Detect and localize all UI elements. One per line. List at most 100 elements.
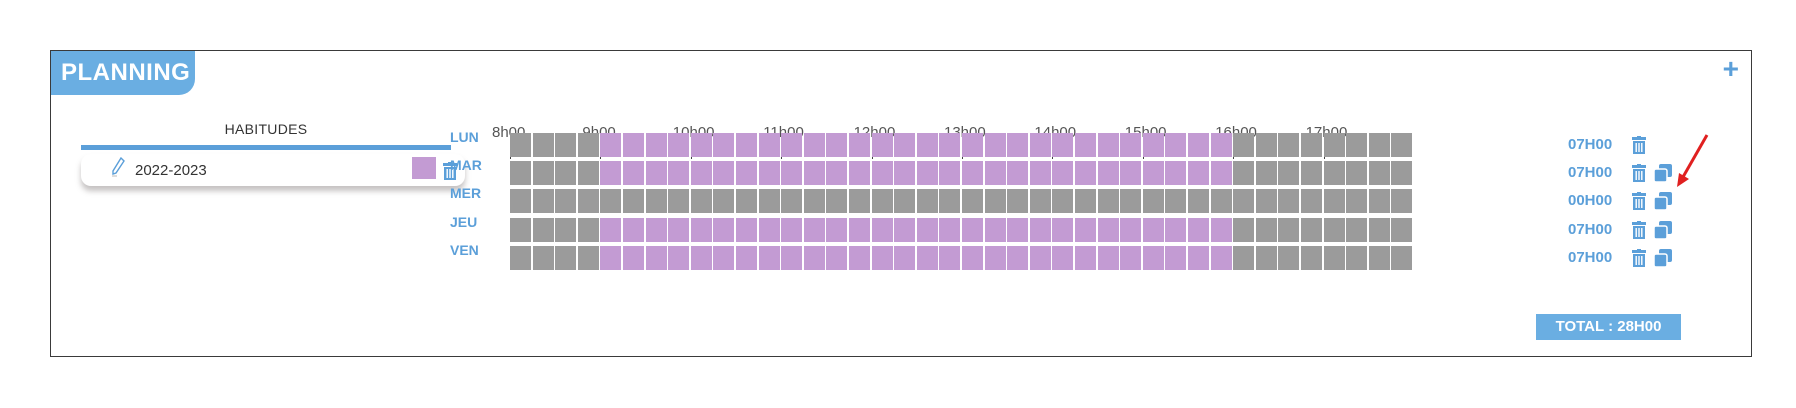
time-slot[interactable]: [1097, 133, 1119, 157]
time-slot[interactable]: [894, 246, 916, 270]
time-slot[interactable]: [1052, 218, 1074, 242]
time-slot[interactable]: [1029, 161, 1051, 185]
time-slot[interactable]: [1029, 246, 1051, 270]
time-slot[interactable]: [939, 246, 961, 270]
time-slot[interactable]: [871, 189, 893, 213]
time-slot[interactable]: [1052, 133, 1074, 157]
time-slot[interactable]: [1210, 189, 1232, 213]
time-slot[interactable]: [1120, 218, 1142, 242]
time-slot[interactable]: [555, 189, 577, 213]
time-slot[interactable]: [1142, 246, 1164, 270]
time-slot[interactable]: [803, 189, 825, 213]
trash-icon[interactable]: [1632, 221, 1646, 244]
time-slot[interactable]: [736, 218, 758, 242]
time-slot[interactable]: [1346, 218, 1368, 242]
time-slot[interactable]: [1120, 133, 1142, 157]
time-slot[interactable]: [962, 133, 984, 157]
time-slot[interactable]: [1029, 218, 1051, 242]
time-slot[interactable]: [1255, 189, 1277, 213]
time-slot[interactable]: [1233, 161, 1255, 185]
time-slot[interactable]: [736, 189, 758, 213]
time-slot[interactable]: [1323, 161, 1345, 185]
time-slot[interactable]: [826, 161, 848, 185]
trash-icon[interactable]: [1632, 164, 1646, 187]
time-slot[interactable]: [736, 246, 758, 270]
trash-icon[interactable]: [443, 162, 457, 180]
time-slot[interactable]: [849, 133, 871, 157]
time-slot[interactable]: [1391, 218, 1413, 242]
time-slot[interactable]: [645, 133, 667, 157]
time-slot[interactable]: [532, 218, 554, 242]
time-slot[interactable]: [1142, 189, 1164, 213]
time-slot[interactable]: [1233, 246, 1255, 270]
time-slot[interactable]: [1391, 161, 1413, 185]
time-slot[interactable]: [1278, 189, 1300, 213]
time-slot[interactable]: [781, 189, 803, 213]
time-slot[interactable]: [758, 189, 780, 213]
time-slot[interactable]: [1346, 189, 1368, 213]
time-slot[interactable]: [1233, 133, 1255, 157]
time-slot[interactable]: [1323, 133, 1345, 157]
time-slot[interactable]: [1278, 218, 1300, 242]
time-slot[interactable]: [871, 218, 893, 242]
time-slot[interactable]: [690, 189, 712, 213]
time-slot[interactable]: [758, 161, 780, 185]
time-slot[interactable]: [1346, 246, 1368, 270]
time-slot[interactable]: [781, 133, 803, 157]
time-slot[interactable]: [758, 133, 780, 157]
time-slot[interactable]: [600, 218, 622, 242]
time-slot[interactable]: [916, 246, 938, 270]
time-slot[interactable]: [962, 189, 984, 213]
time-slot[interactable]: [984, 133, 1006, 157]
time-slot[interactable]: [532, 133, 554, 157]
day-grid-lun[interactable]: [510, 133, 1414, 157]
time-slot[interactable]: [1233, 189, 1255, 213]
time-slot[interactable]: [1301, 246, 1323, 270]
time-slot[interactable]: [1301, 189, 1323, 213]
time-slot[interactable]: [510, 218, 532, 242]
time-slot[interactable]: [803, 133, 825, 157]
time-slot[interactable]: [668, 133, 690, 157]
time-slot[interactable]: [871, 133, 893, 157]
time-slot[interactable]: [1233, 218, 1255, 242]
time-slot[interactable]: [1278, 246, 1300, 270]
time-slot[interactable]: [916, 133, 938, 157]
time-slot[interactable]: [849, 161, 871, 185]
time-slot[interactable]: [781, 218, 803, 242]
time-slot[interactable]: [962, 246, 984, 270]
time-slot[interactable]: [1142, 161, 1164, 185]
pencil-icon[interactable]: [111, 157, 125, 177]
time-slot[interactable]: [916, 218, 938, 242]
time-slot[interactable]: [1165, 133, 1187, 157]
time-slot[interactable]: [1188, 133, 1210, 157]
time-slot[interactable]: [645, 218, 667, 242]
trash-icon[interactable]: [1632, 192, 1646, 215]
time-slot[interactable]: [1278, 133, 1300, 157]
time-slot[interactable]: [1120, 161, 1142, 185]
time-slot[interactable]: [939, 189, 961, 213]
time-slot[interactable]: [894, 218, 916, 242]
trash-icon[interactable]: [1632, 249, 1646, 272]
time-slot[interactable]: [1346, 161, 1368, 185]
time-slot[interactable]: [1301, 218, 1323, 242]
time-slot[interactable]: [758, 218, 780, 242]
time-slot[interactable]: [894, 161, 916, 185]
time-slot[interactable]: [623, 218, 645, 242]
time-slot[interactable]: [849, 189, 871, 213]
time-slot[interactable]: [1075, 218, 1097, 242]
time-slot[interactable]: [623, 161, 645, 185]
time-slot[interactable]: [1029, 189, 1051, 213]
time-slot[interactable]: [1368, 133, 1390, 157]
time-slot[interactable]: [1075, 161, 1097, 185]
time-slot[interactable]: [916, 189, 938, 213]
time-slot[interactable]: [1323, 246, 1345, 270]
time-slot[interactable]: [736, 133, 758, 157]
time-slot[interactable]: [894, 189, 916, 213]
time-slot[interactable]: [668, 218, 690, 242]
time-slot[interactable]: [1368, 246, 1390, 270]
time-slot[interactable]: [849, 218, 871, 242]
time-slot[interactable]: [713, 161, 735, 185]
time-slot[interactable]: [690, 133, 712, 157]
time-slot[interactable]: [849, 246, 871, 270]
time-slot[interactable]: [532, 246, 554, 270]
